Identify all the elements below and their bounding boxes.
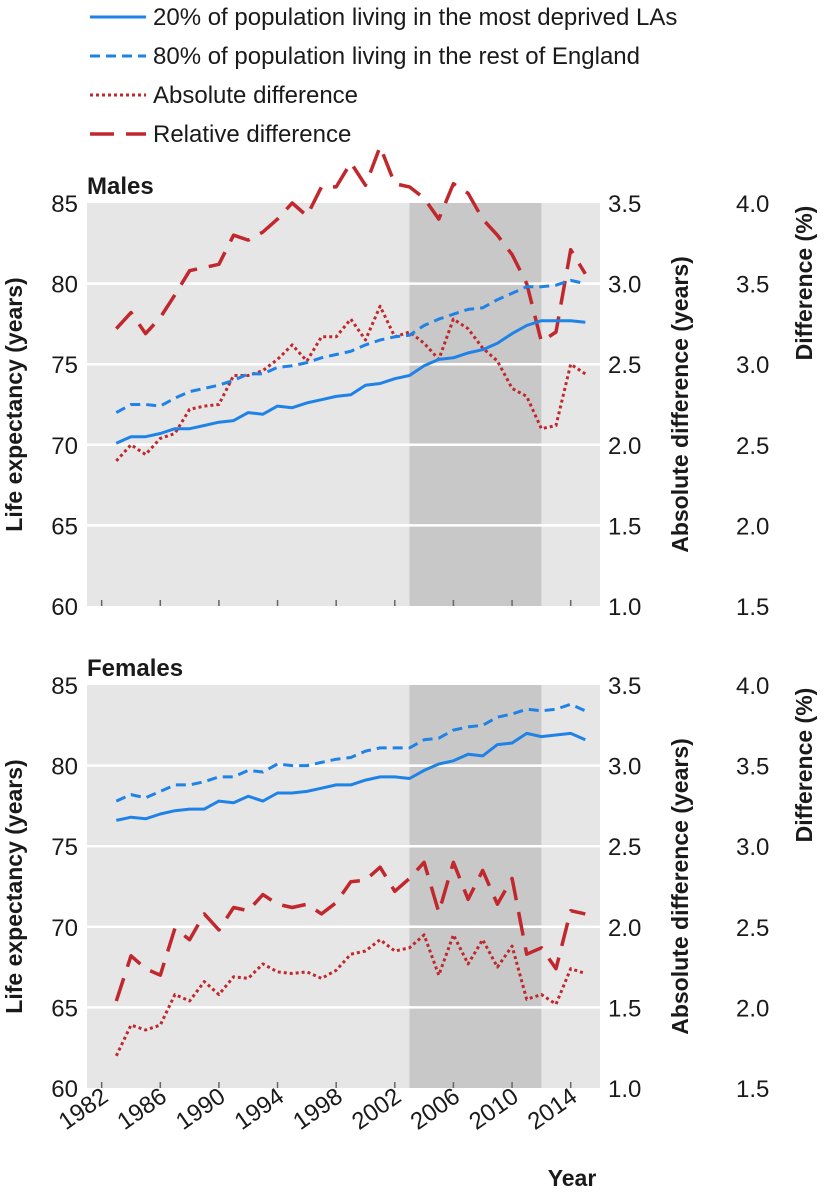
y-tick-right-percent: 4.0 [736, 191, 769, 218]
series-line-rest [115, 702, 586, 803]
x-tick-label: 1986 [113, 1083, 172, 1136]
y-tick-right-percent: 3.5 [736, 754, 769, 781]
y-tick-left: 65 [51, 995, 78, 1022]
series-line-abs [115, 304, 587, 462]
y-tick-left: 60 [51, 1076, 78, 1103]
y-tick-right-absolute: 1.5 [608, 513, 641, 540]
y-tick-right-percent: 2.5 [736, 433, 769, 460]
y-axis-label-left: Life expectancy (years) [1, 277, 27, 531]
x-tick-label: 2010 [464, 1083, 523, 1136]
panels: 85 80 75 70 65 60 3.5 3.0 2.5 2.0 1.5 1.0 4.0 3.5 3.0 2… [1, 144, 817, 1136]
y-axis-label-left: Life expectancy (years) [1, 759, 27, 1013]
y-tick-right-absolute: 3.5 [608, 673, 641, 700]
y-tick-left: 75 [51, 352, 78, 379]
y-tick-right-percent: 3.0 [736, 834, 769, 861]
y-tick-right-percent: 1.5 [736, 1076, 769, 1103]
panel-title: Males [87, 173, 154, 200]
panel-males: 85 80 75 70 65 60 3.5 3.0 2.5 2.0 1.5 1.0 4.0 3.5 3.0 2… [1, 144, 817, 621]
y-tick-right-absolute: 3.0 [608, 754, 641, 781]
y-tick-right-absolute: 3.0 [608, 272, 641, 299]
y-tick-left: 80 [51, 754, 78, 781]
legend-label-rest: 80% of population living in the rest of … [153, 43, 640, 70]
y-tick-left: 75 [51, 834, 78, 861]
y-tick-right-absolute: 2.0 [608, 915, 641, 942]
y-axis-label-right-absolute: Absolute difference (years) [667, 256, 693, 553]
series-line-deprived [115, 731, 586, 822]
series-line-rel [115, 144, 587, 344]
y-axis-label-right-absolute: Absolute difference (years) [667, 738, 693, 1035]
legend-label-rel: Relative difference [153, 121, 351, 148]
y-tick-right-percent: 2.0 [736, 995, 769, 1022]
y-axis-label-right-percent: Difference (%) [791, 688, 817, 843]
y-tick-right-percent: 3.5 [736, 272, 769, 299]
y-tick-left: 60 [51, 594, 78, 621]
y-tick-right-percent: 1.5 [736, 594, 769, 621]
y-tick-left: 80 [51, 272, 78, 299]
x-tick-label: 1990 [171, 1083, 230, 1136]
y-tick-left: 70 [51, 433, 78, 460]
y-tick-right-percent: 2.5 [736, 915, 769, 942]
panel-title: Females [87, 655, 183, 682]
series-line-rel [114, 860, 586, 1002]
y-tick-right-percent: 2.0 [736, 513, 769, 540]
y-tick-left: 70 [51, 915, 78, 942]
y-tick-right-absolute: 2.0 [608, 433, 641, 460]
y-tick-right-absolute: 3.5 [608, 191, 641, 218]
x-tick-label: 2014 [523, 1083, 582, 1136]
legend: 20% of population living in the most dep… [90, 4, 677, 148]
y-tick-right-absolute: 1.0 [608, 594, 641, 621]
x-tick-label: 2002 [347, 1083, 406, 1136]
y-tick-right-absolute: 1.0 [608, 1076, 641, 1103]
y-tick-left: 85 [51, 191, 78, 218]
shaded-period [409, 203, 542, 606]
y-axis-label-right-percent: Difference (%) [791, 206, 817, 361]
y-tick-right-absolute: 2.5 [608, 352, 641, 379]
y-tick-right-absolute: 2.5 [608, 834, 641, 861]
y-tick-right-percent: 4.0 [736, 673, 769, 700]
legend-label-deprived: 20% of population living in the most dep… [153, 4, 677, 31]
x-tick-label: 1998 [288, 1083, 347, 1136]
x-tick-label: 2006 [406, 1083, 465, 1136]
panel-females: 85 80 75 70 65 60 3.5 3.0 2.5 2.0 1.5 1.0 4.0 3.5 3.0 2… [1, 655, 817, 1103]
y-tick-right-percent: 3.0 [736, 352, 769, 379]
y-tick-right-absolute: 1.5 [608, 995, 641, 1022]
series-line-deprived [115, 319, 586, 445]
y-tick-left: 85 [51, 673, 78, 700]
y-tick-left: 65 [51, 513, 78, 540]
x-axis-label: Year [548, 1165, 597, 1191]
series-line-rest [115, 278, 586, 414]
shaded-period [409, 685, 542, 1088]
legend-label-abs: Absolute difference [153, 82, 358, 109]
x-tick-label: 1994 [230, 1083, 289, 1136]
